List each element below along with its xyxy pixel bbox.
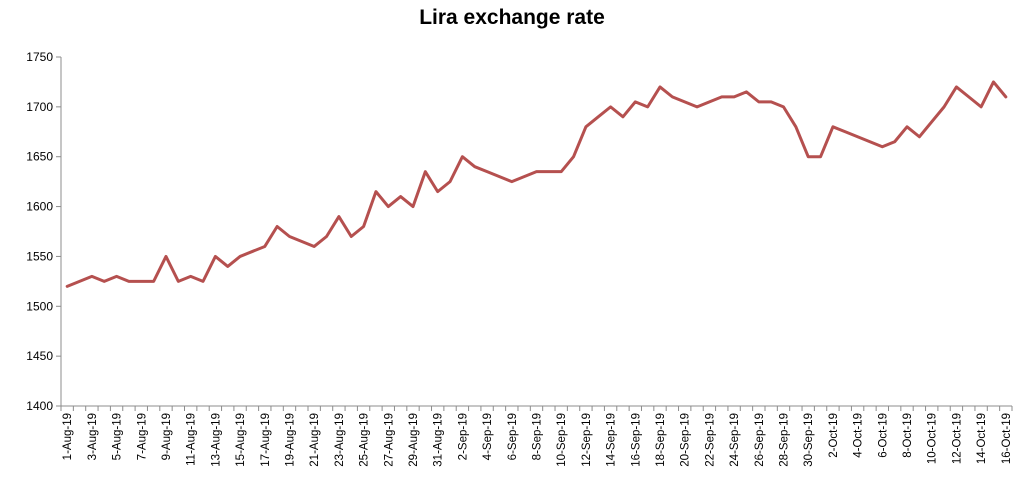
x-tick-label: 9-Aug-19 xyxy=(161,413,173,460)
x-tick-label: 16-Sep-19 xyxy=(630,413,642,467)
x-tick-label: 15-Aug-19 xyxy=(235,413,247,467)
x-tick-label: 28-Sep-19 xyxy=(779,413,791,467)
x-tick-label: 8-Oct-19 xyxy=(902,413,914,458)
series-layer xyxy=(65,80,1008,288)
x-tick-label: 5-Aug-19 xyxy=(112,413,124,460)
x-tick-label: 2-Oct-19 xyxy=(828,413,840,458)
y-tick-label: 1700 xyxy=(26,100,53,114)
x-tick-label: 1-Aug-19 xyxy=(62,413,74,460)
x-tick-label: 19-Aug-19 xyxy=(284,413,296,467)
x-tick-label: 3-Aug-19 xyxy=(87,413,99,460)
y-tick-label: 1500 xyxy=(26,299,53,313)
x-tick-label: 6-Oct-19 xyxy=(877,413,889,458)
x-tick-label: 4-Oct-19 xyxy=(853,413,865,458)
x-tick-label: 11-Aug-19 xyxy=(186,413,198,466)
x-tick-label: 23-Aug-19 xyxy=(334,413,346,467)
x-tick-label: 26-Sep-19 xyxy=(754,413,766,467)
x-axis: 1-Aug-19 3-Aug-19 5-Aug-19 7-Aug-19 9-Aug-19… xyxy=(60,405,1013,467)
x-tick-label: 24-Sep-19 xyxy=(729,413,741,467)
x-tick-label: 30-Sep-19 xyxy=(803,413,815,467)
x-tick-label: 27-Aug-19 xyxy=(383,413,395,467)
series-line xyxy=(65,80,1008,288)
x-tick-label: 25-Aug-19 xyxy=(359,413,371,467)
x-tick-label: 29-Aug-19 xyxy=(408,413,420,467)
x-tick-label: 14-Sep-19 xyxy=(606,413,618,467)
y-tick-label: 1550 xyxy=(26,249,53,263)
x-tick-label: 12-Sep-19 xyxy=(581,413,593,467)
x-tick-label: 4-Sep-19 xyxy=(482,413,494,460)
x-tick-label: 17-Aug-19 xyxy=(260,413,272,467)
x-tick-label: 6-Sep-19 xyxy=(507,413,519,460)
y-tick-label: 1600 xyxy=(26,200,53,214)
y-tick-label: 1750 xyxy=(26,50,53,64)
x-tick-label: 22-Sep-19 xyxy=(704,413,716,467)
x-tick-label: 18-Sep-19 xyxy=(655,413,667,467)
x-tick-label: 10-Oct-19 xyxy=(927,413,939,464)
chart-title: Lira exchange rate xyxy=(419,6,605,29)
x-tick-label: 13-Aug-19 xyxy=(210,413,222,467)
x-tick-label: 21-Aug-19 xyxy=(309,413,321,467)
x-tick-label: 8-Sep-19 xyxy=(532,413,544,460)
x-tick-label: 20-Sep-19 xyxy=(680,413,692,467)
x-tick-label: 31-Aug-19 xyxy=(433,413,445,467)
y-tick-label: 1650 xyxy=(26,150,53,164)
x-tick-label: 10-Sep-19 xyxy=(556,413,568,467)
y-tick-label: 1400 xyxy=(26,399,53,413)
x-tick-label: 7-Aug-19 xyxy=(136,413,148,460)
x-tick-label: 14-Oct-19 xyxy=(976,413,988,464)
y-axis: 1400 1450 1500 1550 1600 1650 1700 1750 xyxy=(26,50,62,413)
y-tick-label: 1450 xyxy=(26,349,53,363)
x-tick-label: 16-Oct-19 xyxy=(1001,413,1013,464)
x-tick-label: 2-Sep-19 xyxy=(457,413,469,460)
x-tick-label: 12-Oct-19 xyxy=(951,413,963,464)
